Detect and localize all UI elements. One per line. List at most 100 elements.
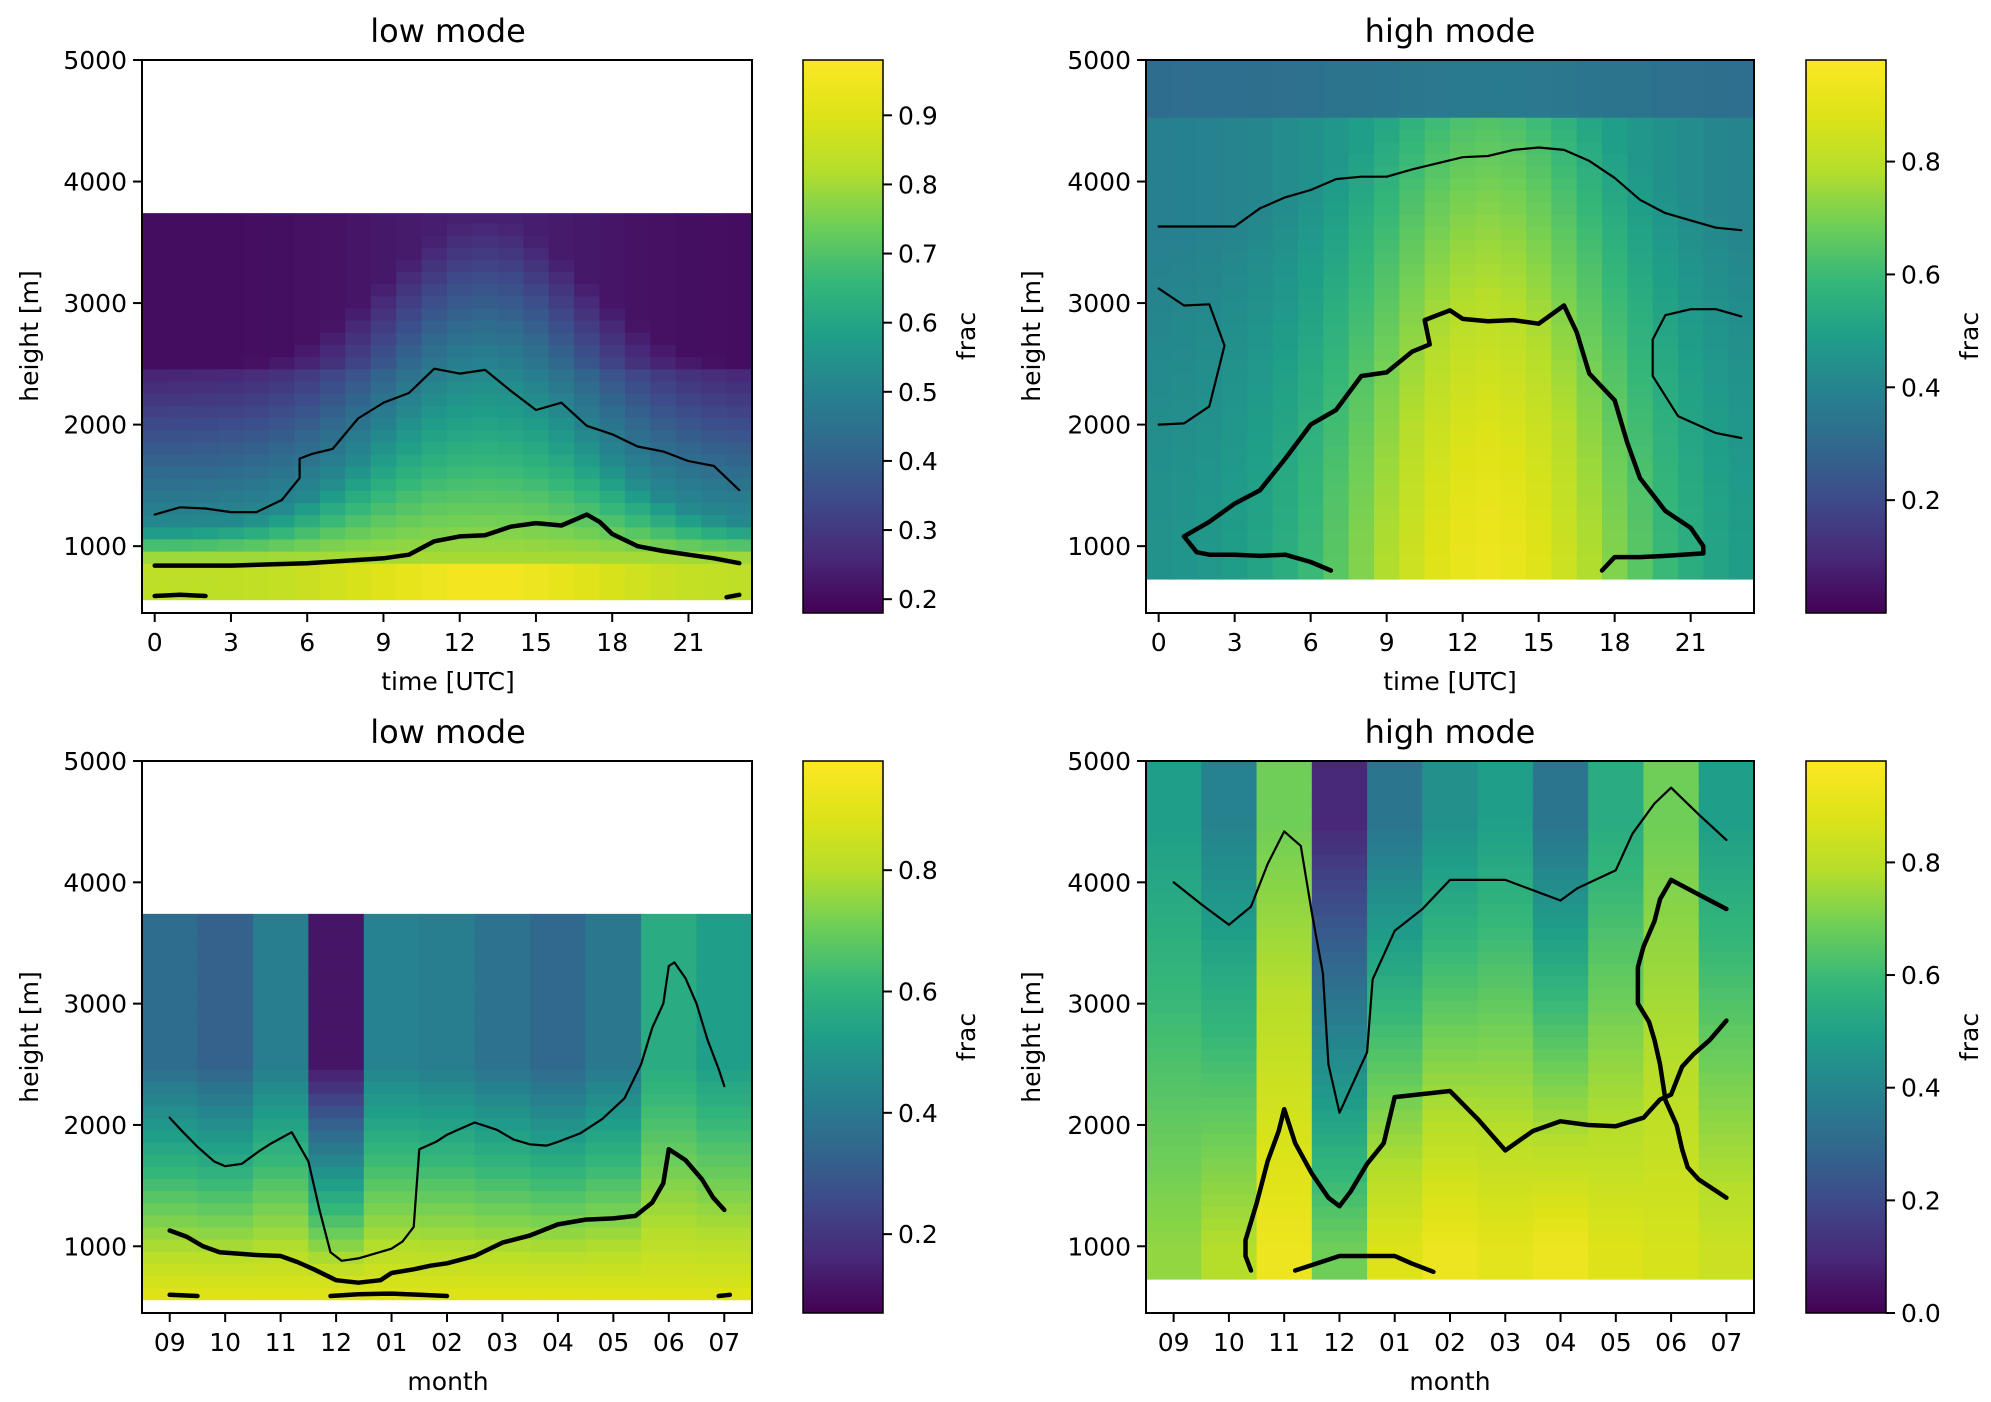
heatmap-cell [1728, 117, 1755, 130]
heatmap-cell [1256, 1254, 1313, 1268]
heatmap-cell [1475, 129, 1502, 143]
heatmap-cell [192, 393, 219, 406]
heatmap-cell [1146, 420, 1172, 434]
heatmap-cell [675, 344, 702, 358]
heatmap-cell [1399, 60, 1426, 70]
heatmap-cell [252, 935, 309, 949]
x-axis-label: time [UTC] [381, 667, 515, 696]
heatmap-cell [1728, 177, 1755, 191]
heatmap-cell [1588, 915, 1645, 928]
heatmap-cell [1703, 165, 1730, 179]
heatmap-cell [1348, 141, 1375, 155]
heatmap-cell [218, 380, 245, 394]
heatmap-cell [1450, 117, 1476, 130]
heatmap-cell [1374, 104, 1400, 118]
heatmap-cell [1399, 384, 1426, 398]
heatmap-cell [675, 514, 702, 528]
heatmap-cell [1728, 323, 1755, 337]
heatmap-cell [218, 526, 245, 540]
heatmap-cell [696, 1214, 753, 1228]
heatmap-cell [1222, 80, 1248, 94]
heatmap-cell [726, 380, 753, 394]
heatmap-cell [421, 465, 448, 479]
heatmap-cell [1477, 987, 1534, 1001]
heatmap-cell [1424, 457, 1451, 471]
heatmap-cell [1272, 433, 1299, 446]
heatmap-cell [726, 441, 753, 455]
y-axis-label: height [m] [15, 270, 44, 402]
heatmap-cell [197, 1069, 254, 1082]
heatmap-cell [142, 213, 169, 224]
heatmap-cell [1532, 1145, 1589, 1159]
heatmap-cell [1222, 214, 1248, 228]
heatmap-cell [624, 526, 651, 540]
heatmap-cell [396, 332, 423, 345]
heatmap-cell [585, 935, 642, 949]
heatmap-cell [1532, 1133, 1589, 1147]
heatmap-cell [1450, 250, 1476, 264]
heatmap-cell [1450, 518, 1476, 531]
heatmap-cell [585, 913, 642, 925]
heatmap-cell [1146, 951, 1202, 965]
heatmap-cell [1551, 214, 1578, 228]
heatmap-cell [472, 441, 499, 455]
contour-line-thin [1157, 287, 1226, 426]
heatmap-cell [1146, 433, 1172, 446]
heatmap-cell [1171, 153, 1198, 167]
heatmap-cell [1576, 202, 1603, 215]
heatmap-cell [1374, 420, 1400, 434]
heatmap-cell [363, 1069, 420, 1082]
heatmap-cell [1627, 493, 1654, 507]
x-tick-label: 12 [320, 1328, 352, 1357]
heatmap-cell [1602, 287, 1628, 301]
heatmap-cell [370, 405, 397, 418]
heatmap-cell [192, 417, 219, 431]
heatmap-cell [696, 1057, 753, 1070]
heatmap-cell [167, 575, 194, 589]
heatmap-cell [1551, 348, 1578, 361]
x-tick-label: 9 [1379, 628, 1395, 657]
heatmap-cell [1247, 153, 1274, 167]
y-tick-label: 1000 [63, 532, 127, 561]
heatmap-cell [1247, 542, 1274, 556]
heatmap-cell [1298, 566, 1324, 580]
heatmap-cell [1247, 117, 1274, 130]
heatmap-cell [1678, 177, 1704, 191]
heatmap-cell [1311, 1048, 1368, 1062]
x-axis-label: month [407, 1367, 488, 1396]
heatmap-cell [650, 478, 677, 491]
heatmap-cell [675, 271, 702, 285]
heatmap-cell [142, 295, 169, 309]
heatmap-cell [1311, 1084, 1368, 1098]
heatmap-cell [574, 429, 601, 443]
heatmap-cell [269, 271, 296, 285]
heatmap-cell [1652, 420, 1679, 434]
heatmap-cell [294, 405, 321, 418]
heatmap-cell [1526, 469, 1552, 483]
heatmap-cell [530, 1117, 587, 1131]
x-axis-ticks: 09 10 11 12 01 02 03 04 05 06 07 [154, 1313, 740, 1357]
heatmap-cell [675, 465, 702, 479]
heatmap-cell [1728, 68, 1755, 82]
heatmap-cell [1424, 117, 1451, 130]
heatmap-cell [396, 514, 423, 528]
heatmap-cell [370, 283, 397, 297]
heatmap-cell [1146, 457, 1172, 471]
heatmap-cell [1728, 433, 1755, 446]
heatmap-cell [1588, 818, 1645, 831]
heatmap-cell [269, 502, 296, 516]
heatmap-cell [1348, 530, 1375, 544]
heatmap-cell [1323, 92, 1350, 106]
heatmap-cell [419, 1141, 476, 1155]
heatmap-cell [1222, 262, 1248, 276]
contour-line-thin [153, 367, 741, 516]
heatmap-cell [1698, 842, 1755, 856]
heatmap-cell [370, 307, 397, 321]
heatmap-cell [1576, 92, 1603, 106]
heatmap-cell [548, 429, 575, 443]
x-tick-label: 10 [209, 1328, 241, 1357]
heatmap-cell [1627, 518, 1654, 531]
heatmap-cell [447, 283, 474, 297]
heatmap-cell [701, 368, 728, 382]
heatmap-cell [1678, 238, 1704, 252]
